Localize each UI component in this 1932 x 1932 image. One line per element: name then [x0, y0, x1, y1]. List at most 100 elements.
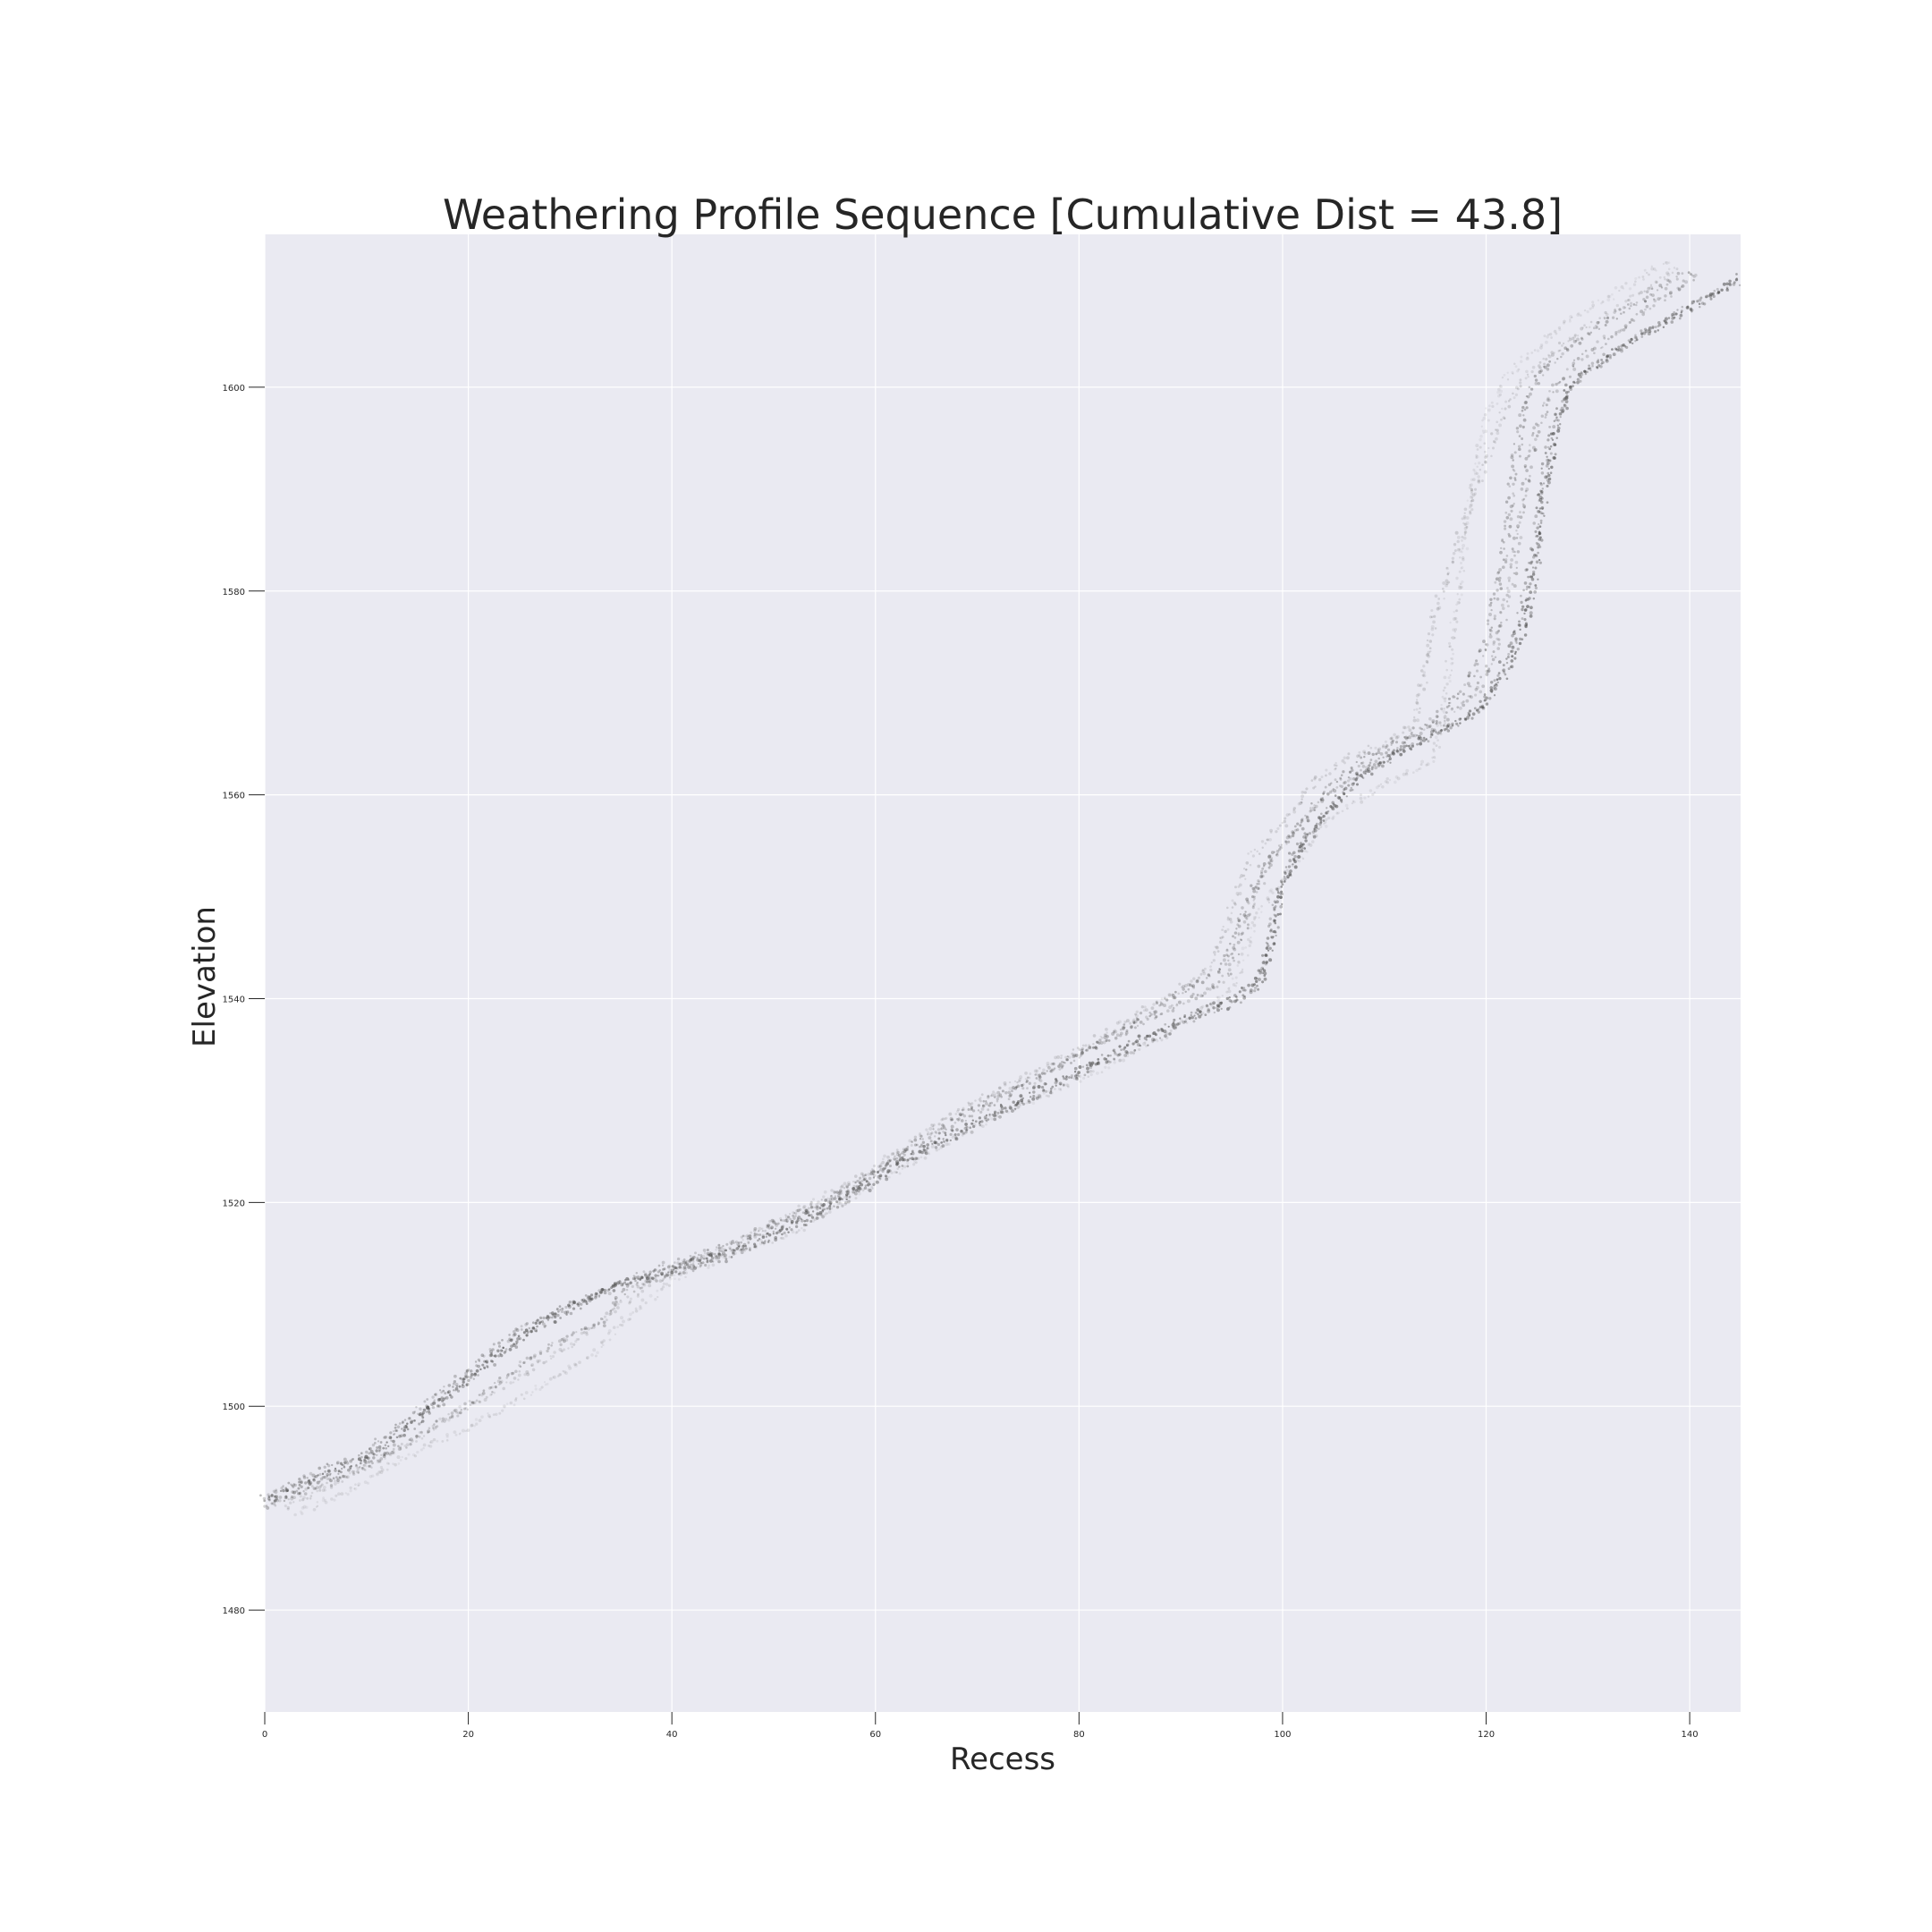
data-point: [602, 1320, 606, 1325]
data-point: [1465, 521, 1470, 525]
data-point: [1273, 913, 1275, 916]
data-point: [437, 1404, 441, 1408]
data-point: [1450, 662, 1453, 665]
data-point: [1523, 618, 1527, 622]
data-point: [1406, 736, 1410, 740]
data-point: [1509, 665, 1513, 668]
data-point: [661, 1264, 665, 1267]
data-point: [1267, 898, 1271, 902]
data-point: [1381, 764, 1385, 768]
data-point: [1540, 462, 1545, 466]
data-point: [1546, 368, 1550, 371]
data-point: [1211, 985, 1215, 988]
data-point: [1235, 996, 1238, 998]
data-point: [522, 1397, 526, 1401]
data-point: [887, 1171, 891, 1174]
data-point: [1009, 1105, 1012, 1107]
data-point: [877, 1174, 881, 1179]
data-point: [873, 1170, 877, 1174]
data-point: [1268, 946, 1272, 951]
y-axis-label: Elevation: [187, 906, 223, 1047]
data-point: [1143, 1041, 1147, 1044]
data-point: [953, 1135, 958, 1140]
data-point: [403, 1425, 408, 1429]
data-point: [939, 1127, 943, 1131]
data-point: [1464, 522, 1468, 526]
data-point: [1115, 1033, 1120, 1038]
data-point: [1407, 725, 1411, 729]
data-point: [1063, 1062, 1066, 1064]
data-point: [309, 1497, 312, 1500]
data-point: [639, 1278, 642, 1281]
data-point: [1540, 500, 1544, 504]
data-point: [1568, 319, 1572, 323]
data-point: [1521, 443, 1524, 446]
data-point: [1046, 1063, 1050, 1068]
data-point: [360, 1467, 364, 1470]
data-point: [1504, 673, 1507, 676]
data-point: [1140, 1005, 1144, 1009]
data-point: [950, 1118, 954, 1122]
data-point: [1437, 730, 1442, 734]
data-point: [1182, 984, 1186, 988]
data-point: [1164, 1022, 1167, 1026]
data-point: [378, 1447, 382, 1452]
data-point: [1185, 1021, 1189, 1024]
data-point: [1425, 653, 1429, 657]
data-point: [1534, 378, 1538, 382]
data-point: [1645, 304, 1649, 309]
data-point: [1291, 852, 1294, 857]
data-point: [1273, 919, 1276, 922]
data-point: [1330, 782, 1333, 784]
data-point: [459, 1377, 462, 1380]
data-point: [1449, 701, 1452, 705]
data-point: [949, 1116, 953, 1121]
data-point: [1221, 995, 1224, 997]
data-point: [1233, 936, 1237, 939]
data-point: [1258, 880, 1260, 883]
data-point: [1528, 597, 1531, 600]
data-point: [1572, 385, 1574, 388]
data-point: [1478, 650, 1481, 653]
x-tick-label: 120: [1478, 1730, 1495, 1740]
data-point: [1160, 1012, 1164, 1016]
data-point: [841, 1198, 843, 1200]
data-point: [1252, 923, 1257, 928]
data-point: [1214, 953, 1216, 956]
data-point: [942, 1124, 945, 1128]
data-point: [1479, 468, 1482, 471]
data-point: [1436, 724, 1439, 727]
data-point: [580, 1327, 583, 1331]
data-point: [1453, 617, 1456, 621]
data-point: [1488, 628, 1492, 631]
data-point: [1525, 406, 1529, 410]
data-point: [765, 1235, 767, 1238]
data-point: [1075, 1076, 1079, 1080]
data-point: [1518, 454, 1521, 458]
data-point: [1268, 837, 1272, 842]
data-point: [434, 1425, 437, 1428]
data-point: [338, 1476, 343, 1480]
data-point: [1489, 686, 1493, 690]
data-point: [1226, 954, 1230, 958]
data-point: [1569, 385, 1572, 388]
data-point: [334, 1469, 337, 1472]
data-point: [1576, 357, 1580, 360]
data-point: [1518, 521, 1521, 524]
data-point: [1513, 550, 1516, 554]
data-point: [956, 1110, 960, 1113]
data-point: [1539, 481, 1543, 485]
data-point: [715, 1249, 717, 1251]
data-point: [1597, 359, 1600, 361]
data-point: [720, 1250, 724, 1253]
data-point: [905, 1148, 910, 1152]
data-point: [1448, 680, 1452, 683]
data-point: [1524, 568, 1528, 572]
data-point: [473, 1372, 478, 1377]
data-point: [399, 1447, 402, 1451]
data-point: [817, 1200, 820, 1204]
data-point: [1614, 309, 1617, 313]
data-point: [1611, 316, 1615, 319]
data-point: [1591, 303, 1596, 308]
data-point: [408, 1417, 411, 1420]
